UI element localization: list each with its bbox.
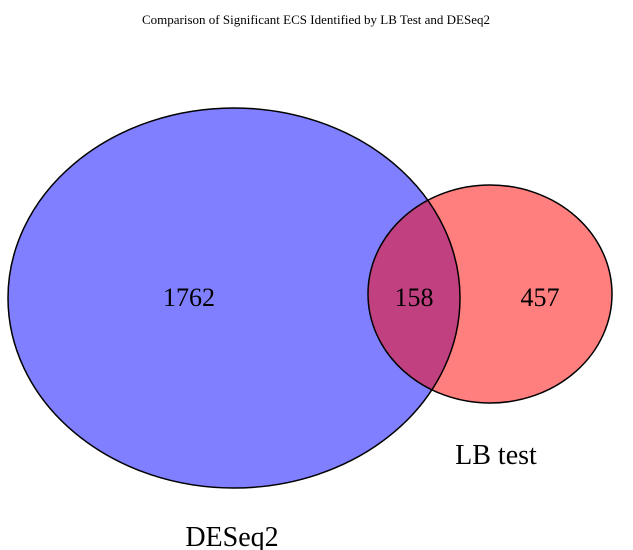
deseq2-circle: [8, 108, 460, 488]
lb-test-circle-outline: [367, 184, 613, 404]
deseq2-only-count: 1762: [163, 283, 215, 312]
diagram-title: Comparison of Significant ECS Identified…: [142, 12, 490, 27]
intersection-count: 158: [395, 283, 434, 312]
lb-test-label: LB test: [455, 440, 537, 471]
deseq2-label: DESeq2: [185, 522, 278, 550]
deseq2-circle-outline: [7, 107, 461, 489]
lb-test-only-count: 457: [521, 283, 560, 312]
